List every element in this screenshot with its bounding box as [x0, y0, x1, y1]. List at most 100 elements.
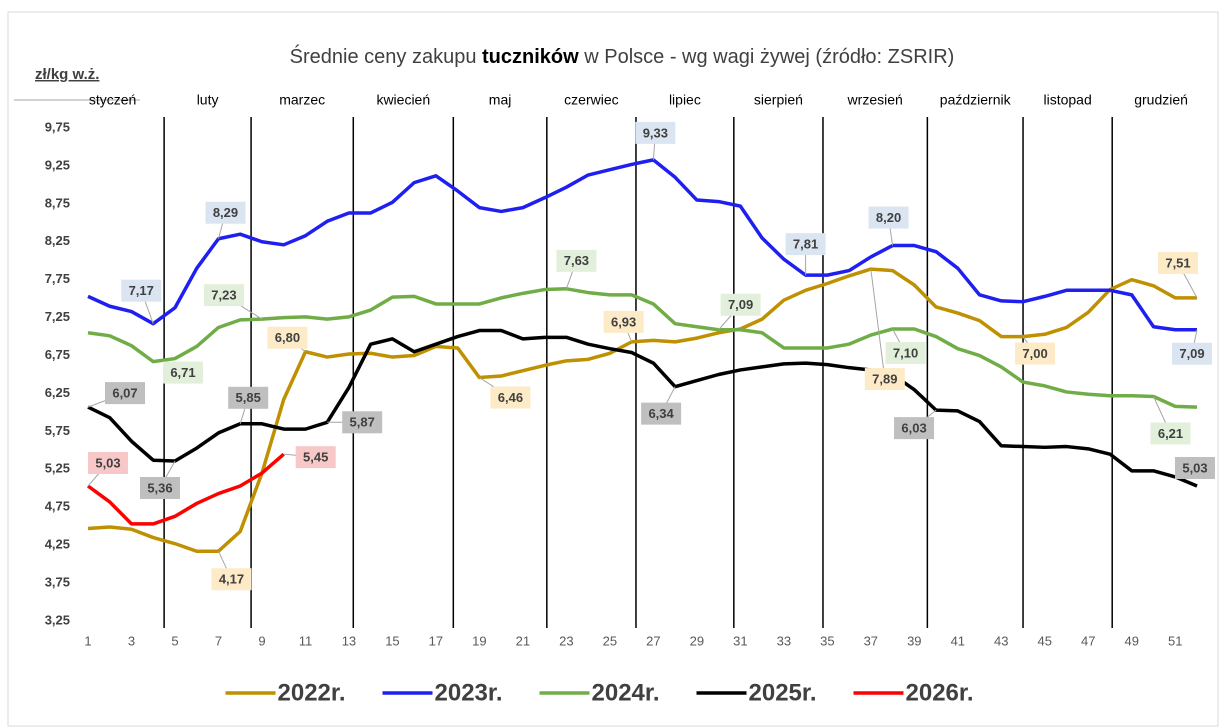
data-label: 6,80: [275, 330, 300, 345]
month-label: październik: [940, 92, 1012, 108]
label-box: [105, 382, 145, 405]
title-part: Średnie ceny zakupu: [290, 44, 482, 68]
data-label: 8,20: [876, 210, 901, 225]
label-box: [864, 368, 905, 391]
x-tick-label: 19: [472, 633, 486, 648]
x-tick-label: 17: [429, 633, 443, 648]
chart-frame: [7, 11, 1219, 727]
series-line: [87, 328, 1198, 488]
data-label: 6,03: [901, 421, 926, 436]
data-label: 6,93: [611, 314, 636, 329]
data-label: 7,89: [872, 372, 897, 387]
y-tick-label: 4,75: [45, 499, 70, 514]
month-label: marzec: [279, 92, 325, 108]
data-label: 7,00: [1022, 346, 1047, 361]
x-tick-label: 31: [733, 633, 747, 648]
label-box: [211, 568, 252, 591]
y-tick-label: 3,75: [45, 575, 70, 590]
data-label: 5,36: [147, 480, 172, 495]
x-tick-label: 21: [516, 633, 530, 648]
label-box: [267, 326, 308, 349]
data-label: 9,33: [643, 125, 668, 140]
label-box: [88, 451, 128, 474]
x-tick-label: 25: [603, 633, 617, 648]
label-leader: [870, 269, 886, 380]
y-tick-label: 3,25: [45, 612, 70, 627]
data-label: 7,51: [1165, 255, 1190, 270]
label-box: [121, 279, 162, 302]
title-bold: tuczników: [482, 46, 579, 68]
y-tick-label: 7,25: [45, 309, 70, 324]
x-tick-label: 45: [1038, 633, 1052, 648]
series-line: [86, 452, 285, 526]
label-box: [603, 310, 644, 333]
x-tick-label: 9: [258, 633, 265, 648]
label-box: [139, 476, 180, 499]
x-tick-label: 7: [215, 633, 222, 648]
label-box: [295, 446, 336, 469]
legend-label: 2023r.: [435, 679, 503, 706]
y-tick-label: 7,75: [45, 271, 70, 286]
month-label: sierpień: [754, 92, 803, 108]
data-label: 7,63: [564, 253, 589, 268]
y-tick-label: 6,75: [45, 347, 70, 362]
series-line: [87, 267, 1197, 553]
label-box: [556, 249, 597, 272]
month-label: czerwiec: [564, 92, 618, 108]
chart-title: Średnie ceny zakupu tuczników w Polsce -…: [290, 44, 955, 68]
x-tick-label: 39: [907, 633, 921, 648]
x-tick-label: 47: [1081, 633, 1095, 648]
x-tick-label: 35: [820, 633, 834, 648]
x-tick-label: 43: [994, 633, 1008, 648]
label-box: [1015, 342, 1056, 365]
month-label: styczeń: [89, 92, 136, 108]
y-axis-label: zł/kg w.ż.: [35, 66, 99, 83]
month-label: grudzień: [1134, 92, 1188, 108]
label-box: [1172, 342, 1212, 365]
month-label: kwiecień: [376, 92, 430, 108]
label-box: [1150, 422, 1191, 445]
x-tick-label: 33: [777, 633, 791, 648]
legend-label: 2025r.: [749, 679, 817, 706]
x-tick-label: 5: [171, 633, 178, 648]
y-tick-label: 4,25: [45, 537, 70, 552]
data-label: 5,87: [350, 415, 375, 430]
data-label: 7,23: [211, 288, 236, 303]
data-label: 6,34: [648, 406, 674, 421]
data-label: 7,17: [129, 283, 154, 298]
label-box: [720, 293, 761, 316]
legend-label: 2026r.: [906, 679, 974, 706]
data-label: 4,17: [219, 572, 244, 587]
label-box: [1175, 456, 1215, 479]
y-tick-label: 8,25: [45, 233, 70, 248]
x-tick-label: 1: [84, 633, 91, 648]
x-tick-label: 13: [342, 633, 356, 648]
label-box: [641, 402, 682, 425]
x-tick-label: 23: [559, 633, 573, 648]
y-tick-label: 9,75: [45, 119, 70, 134]
data-label: 6,46: [498, 390, 523, 405]
data-label: 5,03: [95, 455, 120, 470]
y-tick-label: 9,25: [45, 157, 70, 172]
label-box: [228, 386, 269, 409]
data-label: 6,71: [170, 365, 195, 380]
x-tick-label: 49: [1125, 633, 1139, 648]
label-box: [868, 206, 909, 229]
y-tick-label: 8,75: [45, 195, 70, 210]
x-tick-label: 3: [128, 633, 135, 648]
x-tick-label: 37: [864, 633, 878, 648]
label-box: [785, 233, 826, 256]
data-label: 7,09: [728, 297, 753, 312]
series-line: [87, 158, 1197, 332]
data-label: 7,10: [893, 345, 918, 360]
data-label: 5,03: [1182, 460, 1207, 475]
y-tick-label: 5,25: [45, 461, 70, 476]
data-label: 5,45: [303, 450, 328, 465]
month-label: wrzesień: [847, 92, 903, 108]
x-tick-label: 15: [385, 633, 399, 648]
series-line: [87, 287, 1198, 409]
title-part: w Polsce - wg wagi żywej (źródło: ZSRIR): [579, 46, 955, 68]
y-tick-label: 5,75: [45, 423, 70, 438]
legend-label: 2024r.: [592, 679, 660, 706]
